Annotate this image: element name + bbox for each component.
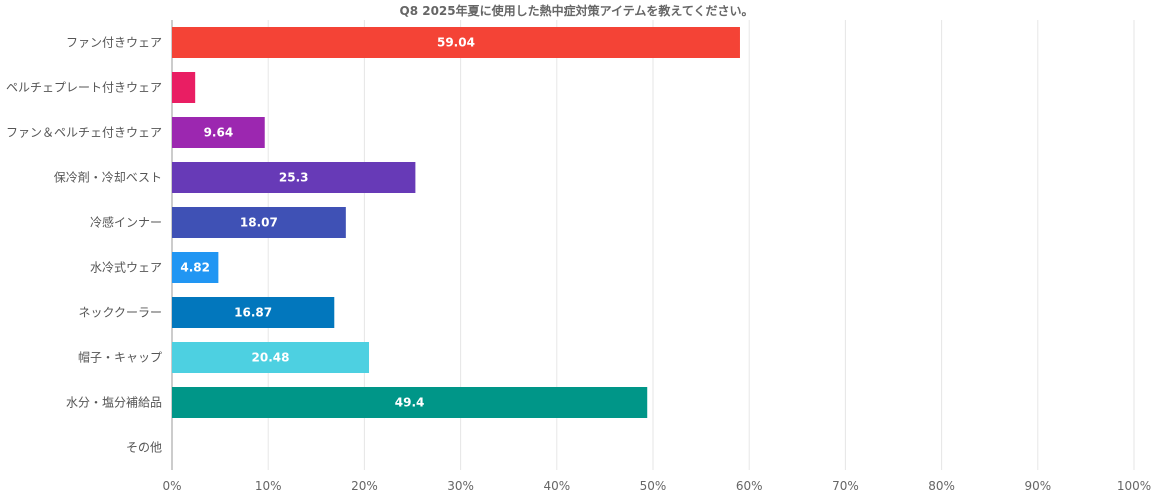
bar[interactable] xyxy=(172,27,740,58)
data-label: 20.48 xyxy=(252,351,290,365)
x-tick-label: 20% xyxy=(351,479,378,493)
category-label: ネッククーラー xyxy=(78,306,162,320)
data-label: 59.04 xyxy=(437,36,475,50)
chart-title: Q8 2025年夏に使用した熱中症対策アイテムを教えてください。 xyxy=(399,4,754,18)
category-label: 保冷剤・冷却ベスト xyxy=(54,170,162,185)
data-label: 9.64 xyxy=(204,126,234,140)
category-label: 水冷式ウェア xyxy=(90,261,162,275)
category-label: その他 xyxy=(126,441,162,455)
x-tick-label: 0% xyxy=(162,479,181,493)
x-tick-label: 10% xyxy=(255,479,282,493)
data-label: 49.4 xyxy=(395,396,425,410)
bar[interactable] xyxy=(172,72,196,103)
category-labels: ファン付きウェアペルチェプレート付きウェアファン＆ペルチェ付きウェア保冷剤・冷却… xyxy=(6,36,162,455)
data-label: 18.07 xyxy=(240,216,278,230)
data-label: 25.3 xyxy=(279,171,309,185)
x-tick-label: 30% xyxy=(447,479,474,493)
bar[interactable] xyxy=(172,387,648,418)
category-label: 帽子・キャップ xyxy=(78,350,162,365)
category-label: ファン＆ペルチェ付きウェア xyxy=(6,126,162,140)
data-label: 4.82 xyxy=(180,261,210,275)
category-label: ペルチェプレート付きウェア xyxy=(6,81,162,95)
x-axis-ticks: 0% 10% 20% 30% 40% 50% 60% 70% 80% 90% 100% xyxy=(162,479,1151,493)
data-label: 16.87 xyxy=(234,306,272,320)
x-tick-label: 50% xyxy=(640,479,667,493)
category-label: ファン付きウェア xyxy=(66,36,162,50)
x-tick-label: 100% xyxy=(1117,479,1151,493)
category-label: 冷感インナー xyxy=(90,215,162,230)
x-tick-label: 60% xyxy=(736,479,763,493)
bar[interactable] xyxy=(172,297,335,328)
x-tick-label: 90% xyxy=(1024,479,1051,493)
bar[interactable] xyxy=(172,207,346,238)
bar[interactable] xyxy=(172,252,219,283)
x-tick-label: 70% xyxy=(832,479,859,493)
bar[interactable] xyxy=(172,342,370,373)
x-tick-label: 40% xyxy=(543,479,570,493)
x-tick-label: 80% xyxy=(928,479,955,493)
bars: 59.04 9.64 25.3 18.07 4.82 16.87 20.48 49.4 xyxy=(172,27,740,418)
category-label: 水分・塩分補給品 xyxy=(66,395,162,410)
bar[interactable] xyxy=(172,162,416,193)
bar[interactable] xyxy=(172,117,265,148)
